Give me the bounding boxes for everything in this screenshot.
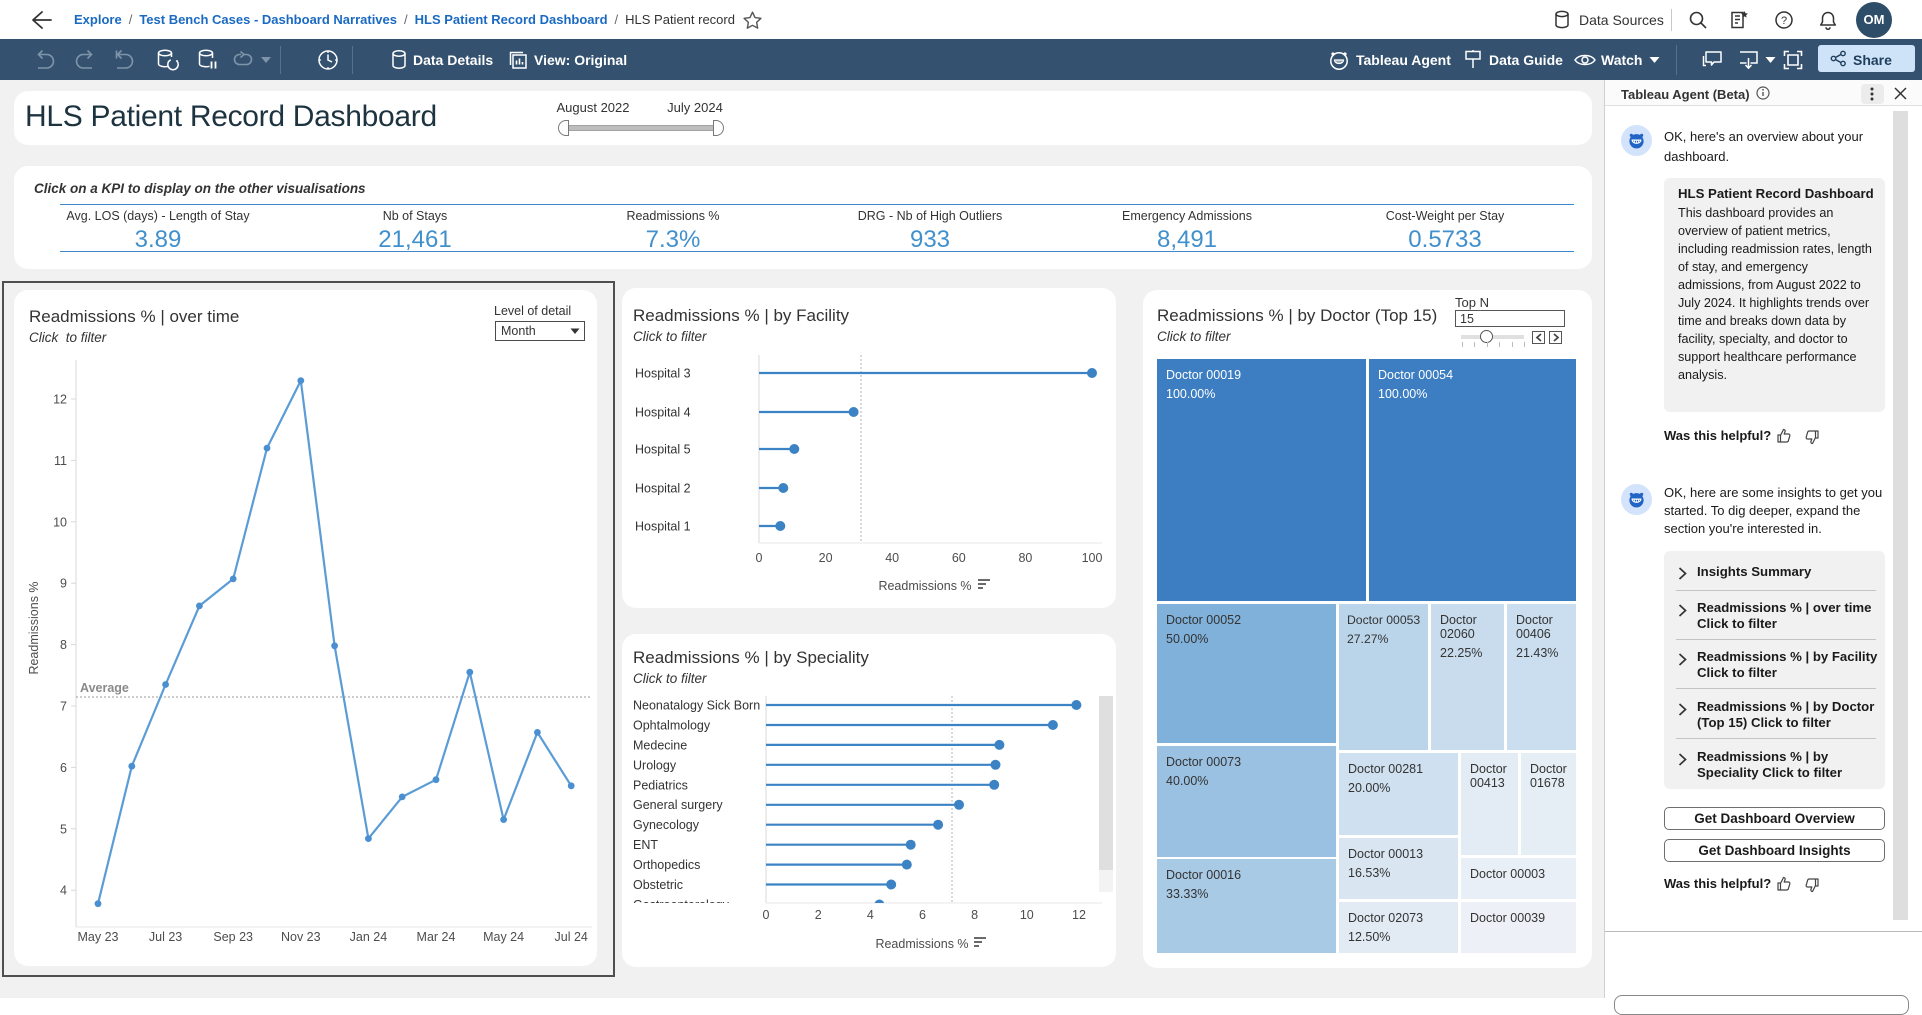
- svg-text:12: 12: [1072, 908, 1086, 922]
- svg-text:4: 4: [867, 908, 874, 922]
- svg-text:8: 8: [971, 908, 978, 922]
- svg-text:Jan 24: Jan 24: [350, 930, 388, 944]
- svg-text:9: 9: [60, 577, 67, 591]
- svg-text:Gynecology: Gynecology: [633, 818, 700, 832]
- svg-text:80: 80: [1018, 551, 1032, 565]
- svg-text:Urology: Urology: [633, 758, 677, 772]
- svg-text:4: 4: [60, 884, 67, 898]
- svg-text:Readmissions %: Readmissions %: [875, 937, 968, 951]
- svg-text:Readmissions %: Readmissions %: [878, 579, 971, 593]
- svg-text:Jul 23: Jul 23: [149, 930, 182, 944]
- svg-text:Orthopedics: Orthopedics: [633, 858, 700, 872]
- svg-text:?: ?: [1781, 15, 1787, 27]
- svg-text:Hospital 5: Hospital 5: [635, 443, 691, 457]
- svg-text:8: 8: [60, 638, 67, 652]
- svg-text:6: 6: [60, 761, 67, 775]
- svg-text:Hospital 1: Hospital 1: [635, 520, 691, 534]
- svg-text:Hospital 3: Hospital 3: [635, 367, 691, 381]
- svg-text:0: 0: [756, 551, 763, 565]
- svg-text:10: 10: [1020, 908, 1034, 922]
- svg-text:12: 12: [53, 393, 67, 407]
- svg-text:Obstetric: Obstetric: [633, 878, 683, 892]
- svg-text:General surgery: General surgery: [633, 798, 723, 812]
- svg-text:Nov 23: Nov 23: [281, 930, 321, 944]
- svg-text:Jul 24: Jul 24: [555, 930, 588, 944]
- svg-text:6: 6: [919, 908, 926, 922]
- svg-text:11: 11: [54, 454, 67, 468]
- svg-text:2: 2: [815, 908, 822, 922]
- svg-text:May 24: May 24: [483, 930, 524, 944]
- svg-text:Ophtalmology: Ophtalmology: [633, 719, 711, 733]
- svg-text:Average: Average: [80, 681, 129, 695]
- svg-text:Medecine: Medecine: [633, 738, 687, 752]
- svg-text:Mar 24: Mar 24: [417, 930, 456, 944]
- svg-text:Readmissions %: Readmissions %: [27, 581, 41, 674]
- svg-text:40: 40: [885, 551, 899, 565]
- svg-text:10: 10: [53, 515, 67, 529]
- svg-text:Gastroenterology: Gastroenterology: [633, 898, 730, 912]
- svg-text:60: 60: [952, 551, 966, 565]
- svg-text:Pediatrics: Pediatrics: [633, 778, 688, 792]
- svg-text:0: 0: [763, 908, 770, 922]
- svg-text:20: 20: [819, 551, 833, 565]
- svg-text:ENT: ENT: [633, 838, 658, 852]
- svg-text:May 23: May 23: [78, 930, 119, 944]
- svg-text:Hospital 2: Hospital 2: [635, 482, 691, 496]
- svg-text:Neonatalogy Sick Born: Neonatalogy Sick Born: [633, 699, 760, 713]
- svg-text:100: 100: [1082, 551, 1103, 565]
- svg-text:5: 5: [60, 822, 67, 836]
- svg-text:Sep 23: Sep 23: [213, 930, 253, 944]
- svg-text:Hospital 4: Hospital 4: [635, 406, 691, 420]
- svg-text:7: 7: [60, 700, 67, 714]
